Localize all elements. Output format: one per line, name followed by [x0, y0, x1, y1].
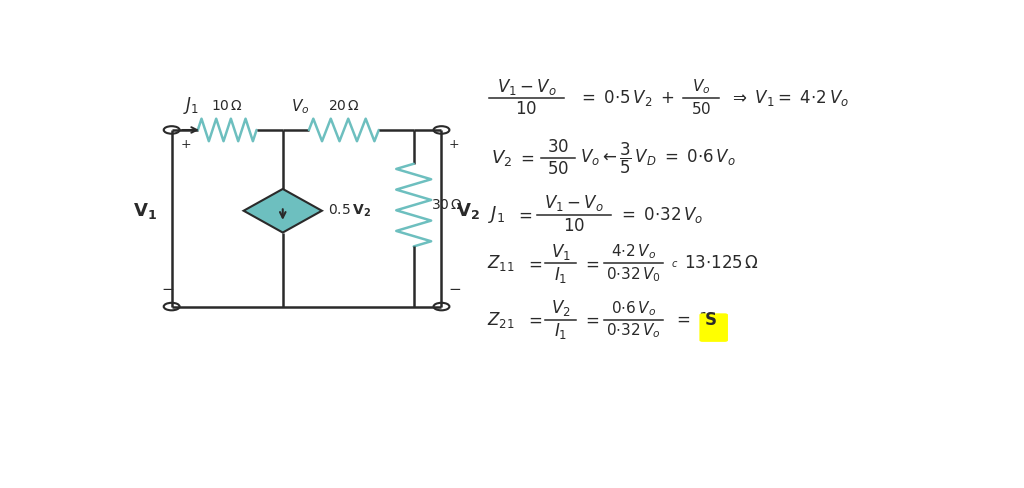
Text: $= \ 0{\cdot}32\,V_o$: $= \ 0{\cdot}32\,V_o$	[617, 204, 703, 224]
Text: $=$: $=$	[582, 254, 599, 272]
Text: $\Rightarrow \ V_1 = \ 4{\cdot}2\,V_o$: $\Rightarrow \ V_1 = \ 4{\cdot}2\,V_o$	[729, 88, 849, 108]
Text: $V_o \leftarrow \dfrac{3}{5}\,V_D \ = \ 0{\cdot}6\,V_o$: $V_o \leftarrow \dfrac{3}{5}\,V_D \ = \ …	[581, 141, 736, 176]
Text: $0{\cdot}32\,V_o$: $0{\cdot}32\,V_o$	[606, 322, 660, 340]
Text: $V_o$: $V_o$	[291, 97, 309, 116]
Text: $Z_{11}$: $Z_{11}$	[486, 253, 514, 273]
Text: $13{\cdot}125\,\Omega$: $13{\cdot}125\,\Omega$	[684, 254, 759, 272]
Text: $\mathbf{V_1}$: $\mathbf{V_1}$	[133, 201, 158, 221]
Text: $0{\cdot}32\,V_0$: $0{\cdot}32\,V_0$	[606, 265, 662, 284]
Text: $I_1$: $I_1$	[554, 264, 567, 285]
Text: $-$: $-$	[161, 280, 174, 295]
Text: $0{\cdot}6\,V_o$: $0{\cdot}6\,V_o$	[611, 299, 656, 318]
Text: $-$: $-$	[447, 280, 461, 295]
Text: $+$: $+$	[447, 139, 459, 151]
Text: $\mathit{J}_1$: $\mathit{J}_1$	[488, 204, 506, 225]
Text: $V_o$: $V_o$	[692, 78, 711, 96]
Text: $4{\cdot}2\,V_o$: $4{\cdot}2\,V_o$	[611, 243, 656, 262]
Text: $= \ 1{\cdot}$: $= \ 1{\cdot}$	[673, 311, 715, 329]
Text: $50$: $50$	[691, 102, 711, 117]
Text: $=$: $=$	[524, 254, 542, 272]
Text: $V_1 - V_o$: $V_1 - V_o$	[544, 193, 604, 213]
Text: $V_2$: $V_2$	[551, 299, 570, 319]
Text: $=$: $=$	[582, 311, 599, 329]
Text: $10\,\Omega$: $10\,\Omega$	[211, 99, 244, 113]
Text: $=$: $=$	[524, 311, 542, 329]
Text: $0.5\,\mathbf{V_2}$: $0.5\,\mathbf{V_2}$	[328, 203, 372, 219]
Text: $+$: $+$	[179, 139, 190, 151]
Text: $=$: $=$	[517, 149, 535, 167]
Text: $V_1$: $V_1$	[551, 242, 570, 262]
Text: $= \ 0{\cdot}5\,V_2 \ +$: $= \ 0{\cdot}5\,V_2 \ +$	[578, 88, 675, 108]
Text: $V_1 - V_o$: $V_1 - V_o$	[497, 77, 556, 97]
Text: $50$: $50$	[547, 161, 569, 179]
Text: $10$: $10$	[563, 217, 585, 235]
Text: $20\,\Omega$: $20\,\Omega$	[328, 99, 359, 113]
Text: $I_1$: $I_1$	[554, 321, 567, 341]
Text: $_c$: $_c$	[671, 256, 678, 269]
Text: $\mathit{J}_1$: $\mathit{J}_1$	[183, 95, 200, 116]
Text: $\mathbf{V_2}$: $\mathbf{V_2}$	[456, 201, 479, 221]
Text: $10$: $10$	[515, 101, 538, 118]
Text: $30\,\Omega$: $30\,\Omega$	[431, 198, 463, 212]
Polygon shape	[244, 189, 322, 233]
Text: $V_2$: $V_2$	[490, 148, 512, 168]
Text: $=$: $=$	[515, 205, 532, 224]
Text: $Z_{21}$: $Z_{21}$	[486, 310, 514, 330]
FancyBboxPatch shape	[699, 313, 728, 342]
Text: $30$: $30$	[547, 138, 569, 156]
Text: $\mathbf{S}$: $\mathbf{S}$	[705, 311, 717, 329]
